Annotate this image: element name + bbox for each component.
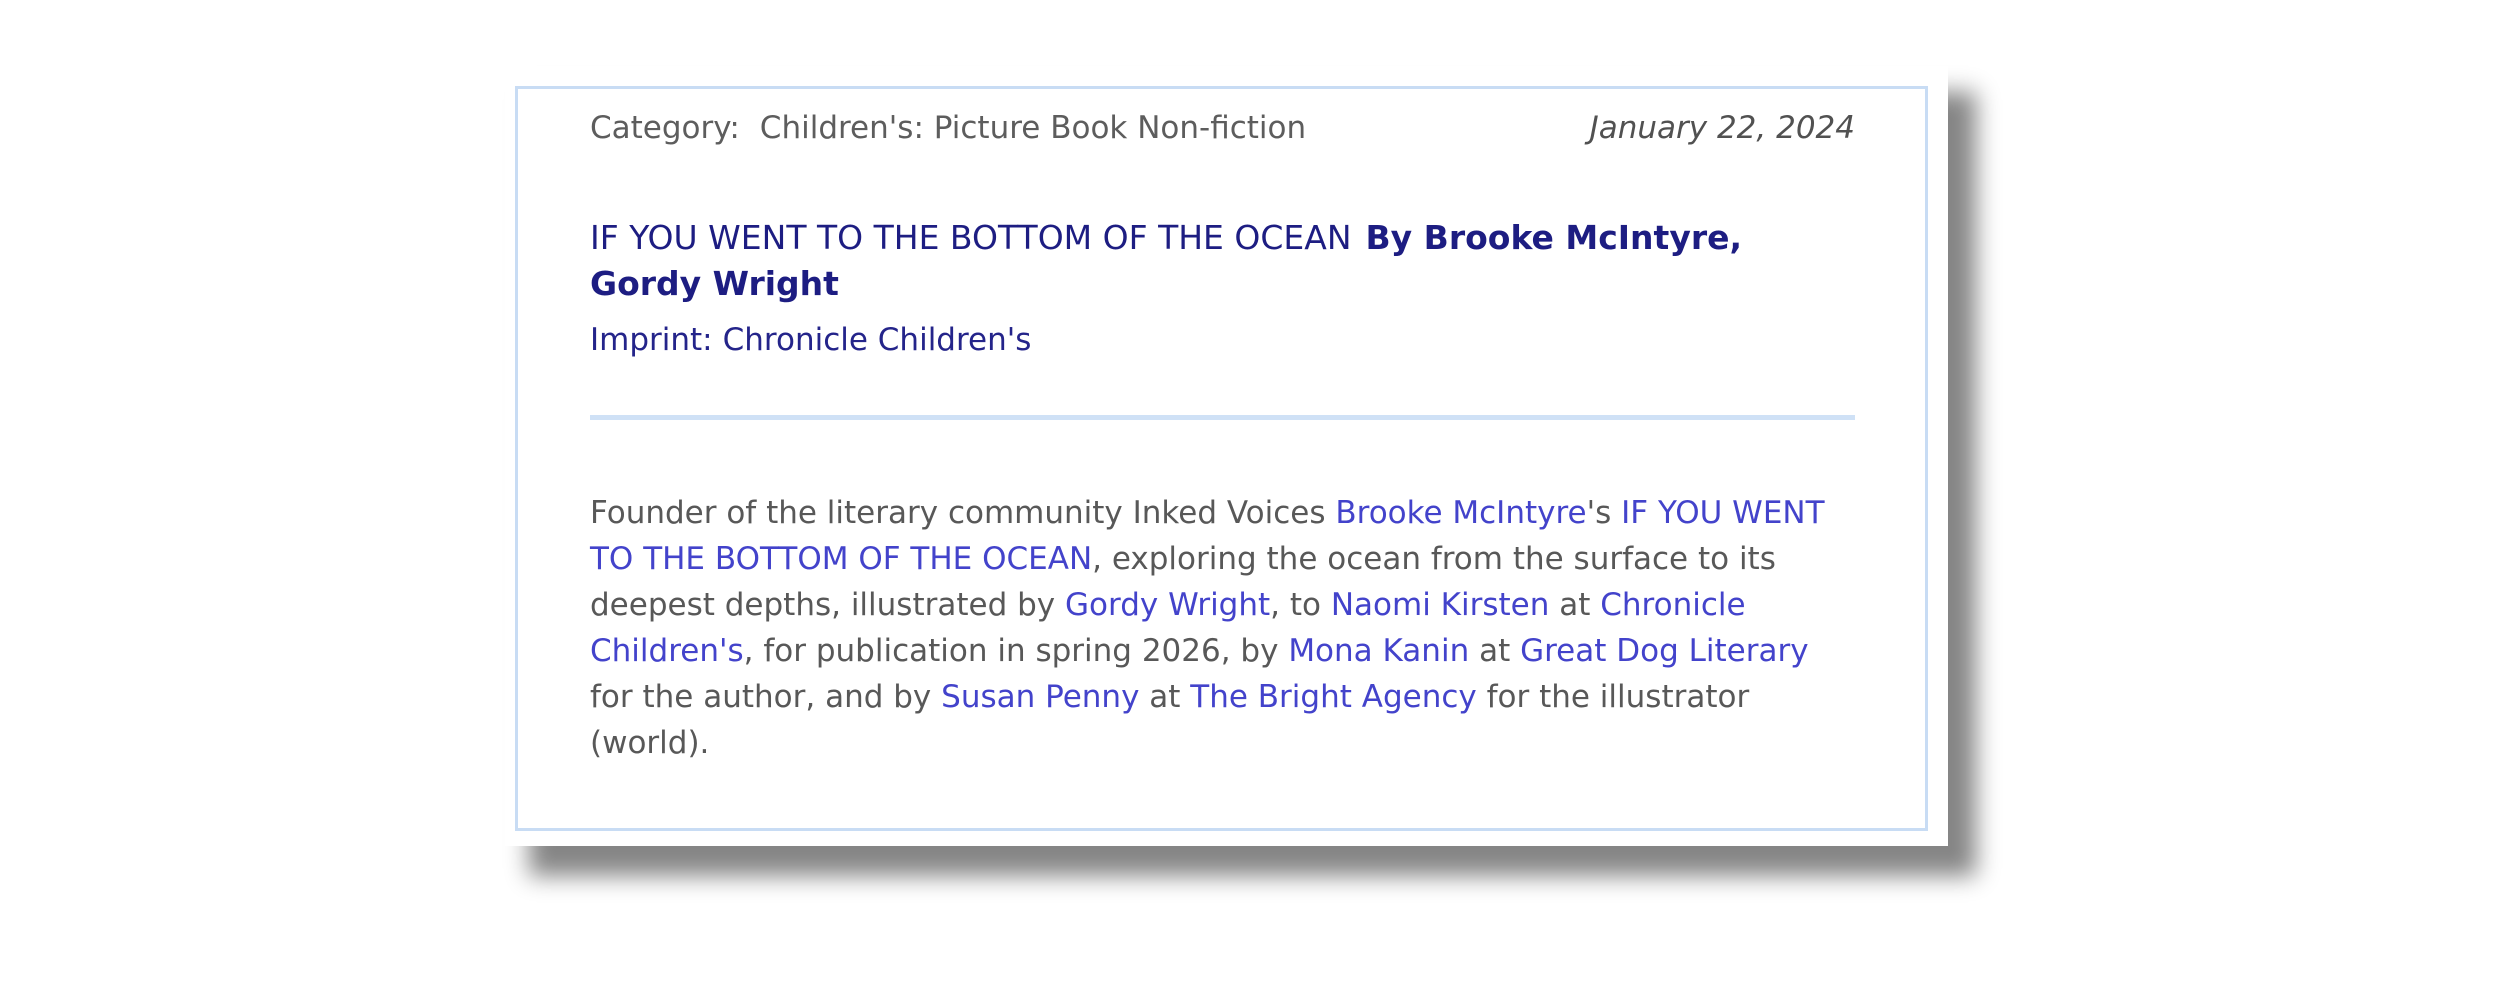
byline: By Brooke McIntyre, Gordy Wright — [590, 218, 1743, 303]
imprint-line: Imprint: Chronicle Children's — [590, 317, 1855, 363]
deal-link[interactable]: Mona Kanin — [1288, 633, 1470, 669]
deal-link[interactable]: IF YOU WENT TO THE BOTTOM OF THE OCEAN — [590, 495, 1825, 577]
category-row: Category: Children's: Picture Book Non-f… — [590, 105, 1855, 151]
deal-link[interactable]: Susan Penny — [941, 679, 1140, 715]
announcement-text: Founder of the literary community Inked … — [590, 490, 1855, 766]
deal-card: Category: Children's: Picture Book Non-f… — [515, 86, 1928, 831]
deal-link[interactable]: Brooke McIntyre — [1335, 495, 1587, 531]
deal-link[interactable]: Chronicle Children's — [590, 587, 1746, 669]
announcement-text-segment: , exploring the ocean from the surface t… — [590, 541, 1776, 623]
announcement-text-segment: for the illustrator (world). — [590, 679, 1750, 761]
announcement-text-segment: Founder of the literary community Inked … — [590, 495, 1336, 531]
deal-link[interactable]: Great Dog Literary — [1520, 633, 1809, 669]
announcement-text-segment: at — [1549, 587, 1601, 623]
category-label: Category: — [590, 110, 740, 146]
deal-card-container: Category: Children's: Picture Book Non-f… — [505, 66, 1948, 846]
announcement-text-segment: , to — [1270, 587, 1331, 623]
deal-title-row: IF YOU WENT TO THE BOTTOM OF THE OCEAN By… — [590, 215, 1855, 307]
book-title: IF YOU WENT TO THE BOTTOM OF THE OCEAN — [590, 218, 1352, 257]
announcement-text-segment: , for publication in spring 2026, by — [743, 633, 1289, 669]
category-group: Category: Children's: Picture Book Non-f… — [590, 105, 1306, 151]
imprint-label: Imprint: — [590, 322, 713, 358]
announcement-text-segment: at — [1139, 679, 1191, 715]
category-value: Children's: Picture Book Non-fiction — [759, 110, 1307, 146]
deal-date: January 22, 2024 — [1589, 110, 1855, 146]
deal-link[interactable]: The Bright Agency — [1190, 679, 1477, 715]
announcement-text-segment: at — [1469, 633, 1521, 669]
announcement-text-segment: 's — [1586, 495, 1622, 531]
deal-link[interactable]: Naomi Kirsten — [1330, 587, 1550, 623]
deal-link[interactable]: Gordy Wright — [1065, 587, 1271, 623]
divider — [590, 415, 1855, 420]
imprint-value: Chronicle Children's — [722, 322, 1032, 358]
announcement-text-segment: for the author, and by — [590, 679, 942, 715]
